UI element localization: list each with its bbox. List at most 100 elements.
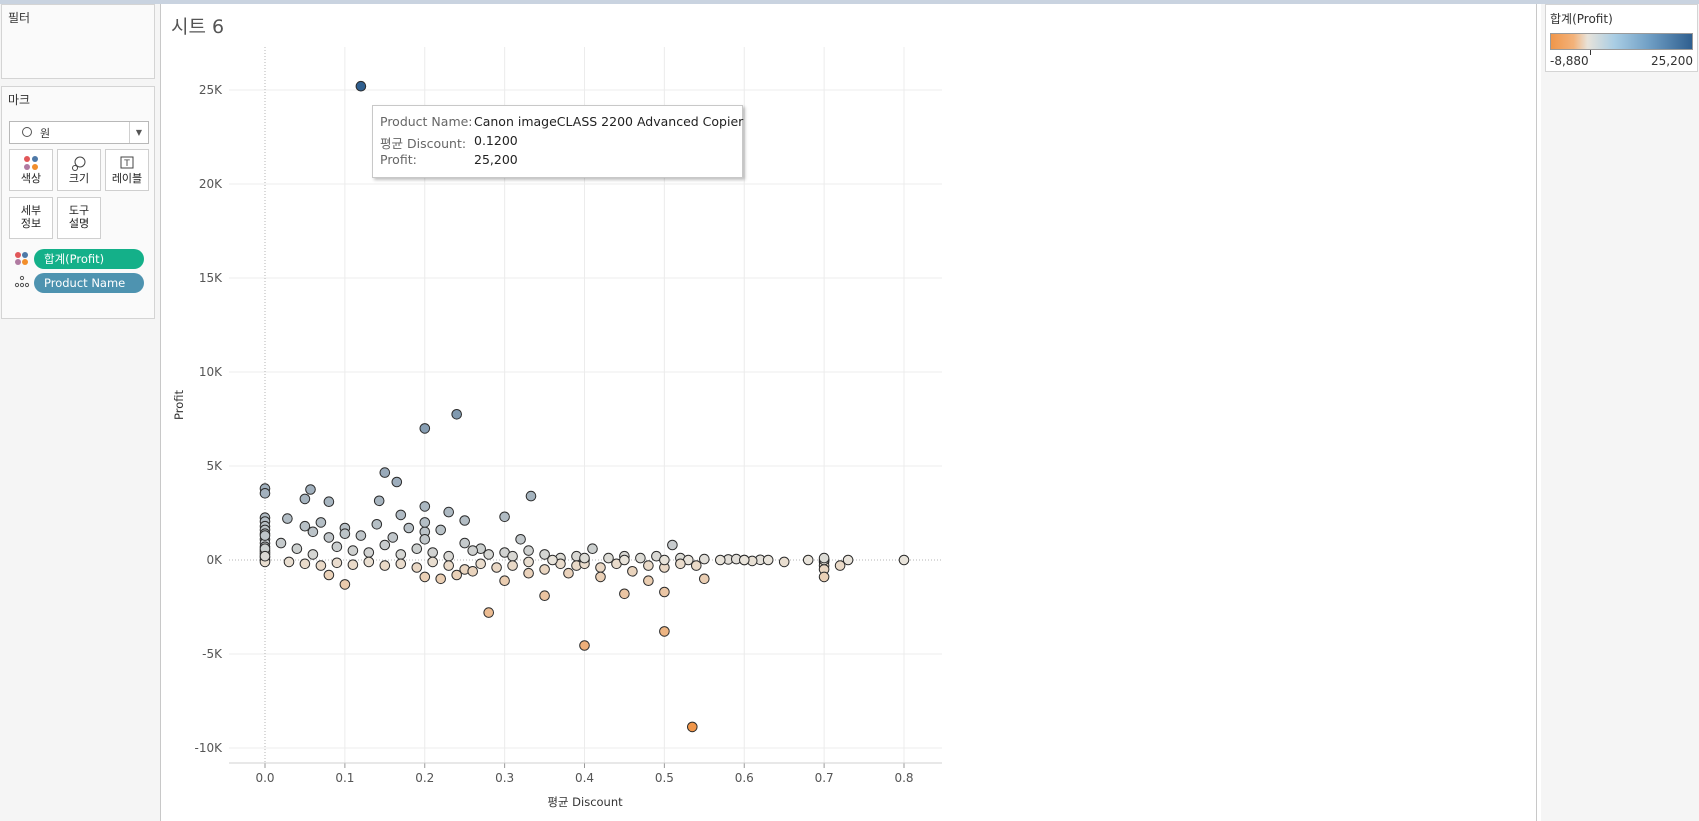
scatter-point[interactable] [699,553,710,565]
scatter-point[interactable] [443,550,455,562]
left-divider[interactable] [160,4,161,821]
scatter-point[interactable] [659,626,670,637]
scatter-point[interactable] [515,534,526,545]
scatter-point[interactable] [523,567,534,579]
filters-shelf[interactable]: 필터 [1,4,155,79]
scatter-point[interactable] [507,550,518,562]
scatter-point[interactable] [419,501,431,512]
scatter-point[interactable] [305,484,316,495]
scatter-point[interactable] [395,509,407,521]
scatter-point[interactable] [842,554,854,566]
scatter-point[interactable] [259,550,271,562]
scatter-point[interactable] [715,554,726,566]
scatter-point[interactable] [499,511,510,523]
scatter-point[interactable] [547,554,558,566]
scatter-point[interactable] [834,560,846,571]
scatter-point[interactable] [307,549,319,560]
color-legend[interactable]: 합계(Profit) -8,880 25,200 [1545,4,1698,72]
scatter-point[interactable] [687,721,698,733]
scatter-point[interactable] [323,496,335,508]
scatter-point[interactable] [411,562,423,573]
scatter-point[interactable] [467,566,479,577]
scatter-point[interactable] [595,571,606,583]
scatter-point[interactable] [323,569,335,581]
scatter-point[interactable] [818,571,830,583]
scatter-point[interactable] [443,560,455,571]
scatter-point[interactable] [539,590,550,602]
scatter-point[interactable] [355,530,367,541]
scatter-point[interactable] [411,543,423,555]
scatter-point[interactable] [363,556,375,568]
scatter-point[interactable] [659,586,670,598]
scatter-point[interactable] [451,409,463,420]
scatter-point[interactable] [563,567,574,579]
scatter-point[interactable] [387,532,399,543]
scatter-point[interactable] [275,537,287,549]
scatter-point[interactable] [691,560,702,571]
scatter-point[interactable] [363,547,375,558]
scatter-chart[interactable]: 25K 20K 15K 10K 5K 0K -5K -10K 0.0 0.1 0.2 0.3 0.4 0.… [0,0,1536,821]
scatter-point[interactable] [355,80,367,92]
size-button[interactable]: 크기 [57,149,101,191]
detail-button[interactable]: 세부 정보 [9,197,53,239]
scatter-point[interactable] [331,557,343,569]
scatter-point[interactable] [483,607,495,618]
scatter-point[interactable] [595,562,606,573]
scatter-point[interactable] [699,573,710,585]
scatter-point[interactable] [379,467,391,478]
scatter-point[interactable] [539,564,550,575]
scatter-point[interactable] [898,554,910,566]
scatter-point[interactable] [802,554,814,566]
scatter-point[interactable] [315,517,327,528]
scatter-point[interactable] [307,526,319,538]
scatter-point[interactable] [283,556,295,568]
scatter-point[interactable] [331,541,343,553]
scatter-point[interactable] [391,476,403,488]
scatter-point[interactable] [379,539,391,551]
scatter-point[interactable] [347,545,359,556]
scatter-point[interactable] [762,554,774,566]
scatter-point[interactable] [419,534,431,545]
scatter-point[interactable] [627,566,638,577]
scatter-point[interactable] [459,537,471,549]
scatter-point[interactable] [315,560,327,571]
scatter-point[interactable] [419,571,431,583]
tooltip-button[interactable]: 도구 설명 [57,197,101,239]
scatter-point[interactable] [299,493,311,505]
scatter-point[interactable] [507,560,518,571]
product-name-detail-pill[interactable]: Product Name [34,273,144,293]
scatter-point[interactable] [667,539,678,551]
scatter-point[interactable] [427,556,439,568]
scatter-point[interactable] [395,549,407,560]
legend-color-ramp[interactable] [1550,33,1693,55]
scatter-point[interactable] [818,552,830,564]
scatter-point[interactable] [475,558,487,570]
scatter-point[interactable] [403,522,415,534]
scatter-point[interactable] [539,549,550,560]
right-divider[interactable] [1536,4,1537,821]
scatter-point[interactable] [579,640,590,651]
scatter-point[interactable] [619,554,630,566]
scatter-point[interactable] [373,495,385,507]
scatter-point[interactable] [619,588,630,600]
scatter-point[interactable] [523,545,534,556]
scatter-point[interactable] [525,490,537,502]
scatter-point[interactable] [643,575,654,587]
chevron-down-icon[interactable]: ▼ [129,122,148,143]
scatter-point[interactable] [282,513,293,524]
scatter-point[interactable] [579,552,590,564]
scatter-point[interactable] [435,524,447,536]
scatter-point[interactable] [323,532,335,543]
scatter-point[interactable] [659,554,670,566]
scatter-point[interactable] [395,558,407,570]
label-button[interactable]: T 레이블 [105,149,149,191]
scatter-point[interactable] [675,558,686,570]
profit-color-pill[interactable]: 합계(Profit) [34,249,144,269]
scatter-point[interactable] [347,559,359,571]
scatter-point[interactable] [339,528,351,540]
scatter-point[interactable] [499,575,510,587]
scatter-point[interactable] [523,556,534,568]
scatter-point[interactable] [435,573,447,585]
mark-type-dropdown[interactable]: 원 ▼ [9,121,149,144]
scatter-point[interactable] [603,552,614,564]
